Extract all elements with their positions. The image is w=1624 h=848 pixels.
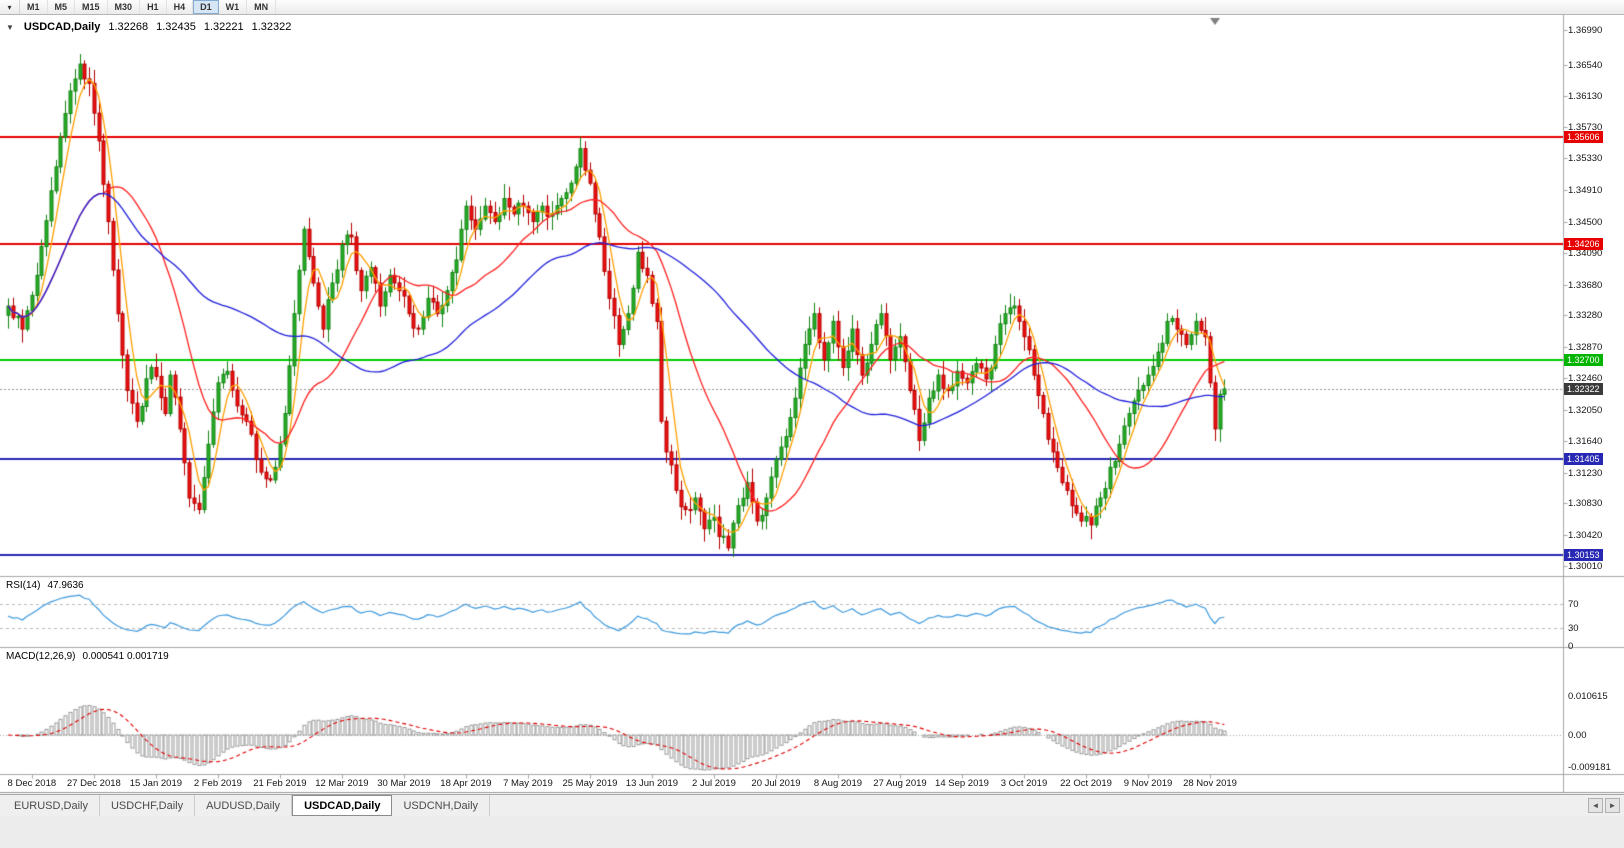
chart-canvas[interactable] (0, 15, 1624, 793)
timeframe-button-m1[interactable]: M1 (20, 0, 48, 14)
tab-scroll-left-button[interactable]: ◄ (1588, 798, 1603, 813)
tab-audusd-daily[interactable]: AUDUSD,Daily (195, 795, 293, 816)
timeframe-buttons-group: M1 M5 M15 M30 H1 H4 D1 W1 MN (20, 0, 277, 14)
tab-usdcnh-daily[interactable]: USDCNH,Daily (392, 795, 491, 816)
timeframe-button-w1[interactable]: W1 (219, 0, 248, 14)
window-bottom-area (0, 816, 1624, 848)
timeframe-button-m5[interactable]: M5 (48, 0, 76, 14)
tab-usdcad-daily[interactable]: USDCAD,Daily (292, 795, 393, 816)
tab-scroll-arrows: ◄ ► (1588, 795, 1624, 816)
timeframe-button-m30[interactable]: M30 (108, 0, 141, 14)
timeframe-button-d1[interactable]: D1 (193, 0, 219, 14)
tab-usdchf-daily[interactable]: USDCHF,Daily (100, 795, 196, 816)
chevron-down-icon: ▾ (7, 2, 12, 12)
tab-eurusd-daily[interactable]: EURUSD,Daily (3, 795, 100, 816)
timeframe-button-mn[interactable]: MN (247, 0, 277, 14)
timeframe-button-h4[interactable]: H4 (167, 0, 194, 14)
chart-tabs-group: EURUSD,Daily USDCHF,Daily AUDUSD,Daily USDC… (3, 795, 491, 816)
chart-tab-bar: EURUSD,Daily USDCHF,Daily AUDUSD,Daily USDC… (0, 794, 1624, 816)
timeframe-toolbar: ▾ M1 M5 M15 M30 H1 H4 D1 W1 MN (0, 0, 1624, 15)
chart-dropdown-button[interactable]: ▾ (0, 0, 20, 14)
timeframe-button-h1[interactable]: H1 (140, 0, 167, 14)
tab-scroll-right-button[interactable]: ► (1605, 798, 1620, 813)
timeframe-button-m15[interactable]: M15 (75, 0, 108, 14)
chart-area: ▼ USDCAD,Daily 1.32268 1.32435 1.32221 1… (0, 15, 1624, 793)
